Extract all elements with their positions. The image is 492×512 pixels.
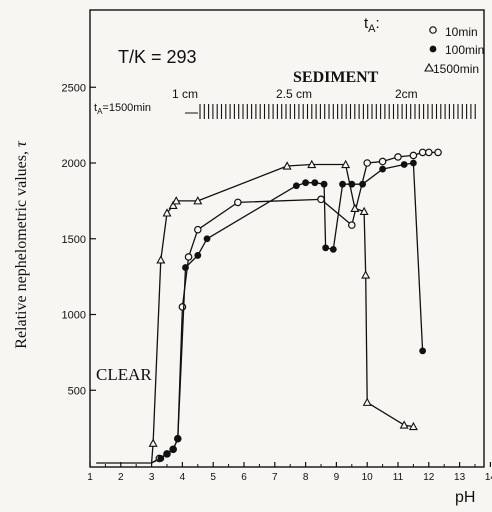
y-axis-label-text: Relative nephelometric values, — [13, 151, 30, 349]
x-axis-label: pH — [455, 489, 476, 506]
y-tick-label: 1000 — [62, 310, 86, 322]
data-point-1500min — [399, 420, 409, 429]
x-tick-label: 6 — [241, 472, 247, 483]
sediment-prefix-t: t — [94, 102, 98, 114]
legend-entry-100min: 100min — [445, 43, 485, 57]
data-point-1500min — [361, 270, 371, 279]
data-point-100min — [182, 264, 189, 271]
x-tick-label: 13 — [454, 472, 466, 483]
sediment-scale-prefix: tA=1500min — [94, 103, 151, 116]
series-line-1500min — [150, 163, 414, 464]
data-point-100min — [410, 159, 417, 167]
data-point-100min — [292, 182, 300, 190]
legend: tA: — [364, 16, 380, 35]
data-point-1500min — [350, 203, 360, 212]
legend-entry-1500min: 1500min — [433, 62, 480, 76]
x-tick-label: 1 — [87, 472, 93, 483]
legend-entry-10min: 10min — [445, 25, 478, 39]
sediment-height-1: 1 cm — [172, 87, 199, 101]
data-point-100min — [322, 244, 330, 252]
sediment-prefix-suffix: =1500min — [102, 102, 152, 114]
x-tick-label: 12 — [423, 472, 435, 483]
y-tick-label: 500 — [68, 385, 86, 397]
y-axis-label: Relative nephelometric values, τ — [13, 141, 31, 348]
data-point-100min — [329, 245, 337, 253]
legend-title: t — [364, 15, 369, 32]
data-point-1500min — [168, 200, 178, 209]
data-point-10min — [178, 303, 187, 311]
data-point-100min — [203, 235, 211, 243]
data-point-1500min — [359, 206, 369, 216]
data-point-10min — [418, 148, 427, 157]
data-point-1500min — [282, 161, 292, 170]
data-point-1500min — [156, 255, 166, 264]
data-point-10min — [347, 221, 356, 229]
data-point-100min — [379, 165, 386, 173]
x-tick-label: 11 — [393, 472, 404, 483]
clear-label: CLEAR — [96, 365, 152, 384]
y-tick-label: 2000 — [62, 158, 86, 170]
data-point-100min — [311, 179, 319, 187]
sediment-height-3: 2cm — [395, 87, 418, 101]
data-point-10min — [194, 225, 202, 234]
data-point-10min — [409, 151, 418, 160]
data-point-1500min — [162, 208, 172, 217]
legend-marker-1500min — [424, 62, 434, 72]
data-point-100min — [419, 347, 427, 355]
data-point-1500min — [362, 397, 372, 406]
legend-marker-10min — [429, 26, 437, 34]
x-tick-label: 5 — [210, 472, 216, 483]
x-tick-label: 7 — [272, 472, 278, 483]
data-point-100min — [194, 252, 202, 259]
data-point-1500min — [341, 159, 351, 169]
x-tick-label: 2 — [118, 472, 124, 483]
data-point-1500min — [307, 159, 317, 169]
data-point-100min — [359, 180, 366, 188]
series-line-10min — [151, 151, 438, 464]
data-point-10min — [317, 195, 325, 204]
data-point-10min — [184, 253, 193, 261]
data-point-100min — [400, 161, 408, 168]
data-point-100min — [157, 455, 165, 462]
sediment-label: SEDIMENT — [293, 69, 379, 86]
condition-label: T/K = 293 — [118, 47, 197, 67]
y-tick-label: 1500 — [62, 234, 86, 246]
data-point-100min — [163, 450, 171, 458]
data-point-100min — [339, 180, 346, 188]
data-point-100min — [302, 179, 309, 187]
legend-marker-100min — [429, 45, 437, 53]
x-tick-label: 9 — [334, 472, 340, 483]
data-point-10min — [363, 159, 372, 167]
data-point-100min — [174, 435, 182, 443]
data-point-100min — [169, 445, 177, 453]
data-point-1500min — [171, 196, 181, 205]
x-tick-label: 3 — [149, 472, 155, 483]
x-tick-label: 8 — [303, 472, 309, 483]
data-point-10min — [394, 153, 402, 161]
y-axis-symbol: τ — [13, 141, 30, 148]
x-tick-label: 14 — [485, 472, 492, 483]
data-point-10min — [378, 157, 387, 166]
sediment-height-2: 2.5 cm — [276, 87, 313, 101]
data-point-10min — [434, 148, 442, 157]
data-point-10min — [234, 198, 242, 207]
legend-title-sub: A — [368, 23, 376, 35]
x-tick-label: 4 — [180, 472, 186, 483]
data-point-100min — [320, 180, 328, 188]
y-tick-label: 2500 — [62, 82, 86, 94]
data-point-1500min — [148, 438, 158, 447]
data-point-10min — [424, 148, 433, 157]
legend-title-suffix: : — [375, 15, 380, 32]
plot-frame — [89, 9, 485, 468]
data-point-1500min — [193, 196, 203, 205]
data-point-1500min — [408, 421, 418, 431]
sediment-prefix-sub: A — [97, 107, 103, 117]
x-tick-label: 10 — [362, 472, 374, 483]
series-line-100min — [151, 162, 424, 464]
